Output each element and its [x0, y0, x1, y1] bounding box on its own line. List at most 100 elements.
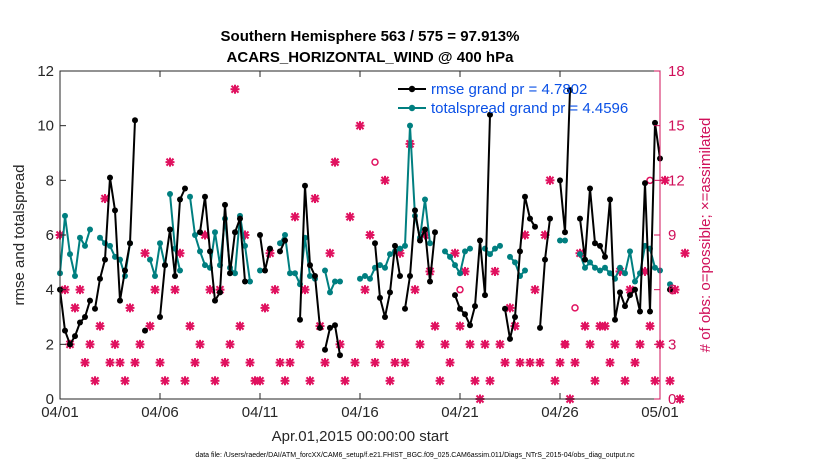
totalspread-point — [592, 264, 598, 271]
obs-assimilated-point — [545, 175, 555, 185]
totalspread-point — [607, 270, 613, 277]
totalspread-point — [422, 196, 428, 203]
obs-assimilated-point — [635, 339, 645, 349]
obs-assimilated-point — [570, 358, 580, 368]
right-y-tick-label: 18 — [668, 63, 685, 80]
y-axis-label: rmse and totalspread — [11, 165, 28, 306]
legend-spread-label: totalspread grand pr = 4.4596 — [431, 100, 628, 117]
obs-assimilated-point — [470, 376, 480, 386]
obs-assimilated-point — [360, 285, 370, 295]
obs-assimilated-point — [660, 175, 670, 185]
obs-assimilated-point — [590, 376, 600, 386]
y-tick-label: 2 — [46, 336, 54, 353]
obs-assimilated-point — [80, 358, 90, 368]
totalspread-point — [152, 273, 158, 279]
rmse-point — [332, 322, 338, 329]
obs-assimilated-point — [390, 358, 400, 368]
obs-assimilated-point — [515, 358, 525, 368]
totalspread-point — [377, 262, 383, 269]
obs-assimilated-point — [95, 321, 105, 331]
totalspread-point — [187, 193, 193, 200]
obs-assimilated-point — [555, 358, 565, 368]
obs-assimilated-point — [430, 321, 440, 331]
totalspread-point — [107, 242, 113, 249]
obs-assimilated-point — [355, 121, 365, 131]
obs-assimilated-point — [375, 339, 385, 349]
rmse-point — [567, 87, 573, 94]
totalspread-point — [462, 248, 468, 255]
obs-assimilated-point — [525, 358, 535, 368]
totalspread-point — [632, 278, 638, 285]
totalspread-point — [652, 264, 658, 271]
obs-assimilated-point — [435, 376, 445, 386]
y-tick-label: 8 — [46, 172, 54, 189]
legend: rmse grand pr = 4.7802 totalspread grand… — [398, 81, 628, 117]
totalspread-point — [667, 281, 673, 288]
totalspread-line — [509, 256, 526, 277]
totalspread-point — [582, 264, 588, 271]
totalspread-point — [247, 278, 253, 285]
obs-assimilated-point — [290, 212, 300, 222]
rmse-point — [67, 341, 73, 348]
rmse-point — [62, 327, 68, 334]
rmse-point — [667, 286, 673, 293]
y-tick-label: 0 — [46, 391, 54, 408]
obs-assimilated-point — [130, 358, 140, 368]
rmse-point — [527, 215, 533, 222]
totalspread-point — [282, 232, 288, 238]
x-tick-label: 04/16 — [341, 404, 379, 421]
rmse-point — [632, 286, 638, 293]
obs-assimilated-point — [585, 339, 595, 349]
rmse-point — [237, 215, 243, 222]
rmse-point — [122, 267, 128, 274]
rmse-point — [72, 333, 78, 340]
obs-assimilated-point — [485, 376, 495, 386]
totalspread-point — [367, 275, 373, 282]
rmse-point — [477, 237, 483, 244]
rmse-point — [142, 327, 148, 334]
obs-assimilated-point — [490, 266, 500, 276]
rmse-point — [522, 193, 528, 200]
obs-assimilated-point — [220, 358, 230, 368]
rmse-point — [517, 248, 523, 255]
obs-assimilated-point — [280, 376, 290, 386]
totalspread-point — [192, 232, 198, 238]
rmse-point — [512, 314, 518, 320]
rmse-point — [507, 335, 513, 342]
totalspread-point — [557, 237, 563, 244]
totalspread-point — [622, 270, 628, 277]
totalspread-point — [77, 234, 83, 241]
x-axis-ticks: 04/01 04/06 04/11 04/16 04/21 04/26 05/01 — [41, 71, 679, 421]
rmse-point — [307, 262, 313, 269]
rmse-point — [617, 289, 623, 296]
y-tick-label: 12 — [37, 63, 54, 80]
rmse-point — [267, 245, 273, 252]
totalspread-point — [627, 248, 633, 255]
obs-assimilated-point — [195, 339, 205, 349]
rmse-point — [382, 314, 388, 320]
obs-assimilated-point — [365, 230, 375, 240]
obs-assimilated-point — [445, 358, 455, 368]
rmse-point — [157, 314, 163, 320]
obs-assimilated-point — [135, 339, 145, 349]
obs-assimilated-point — [245, 358, 255, 368]
rmse-point — [172, 273, 178, 279]
obs-assimilated-point — [680, 248, 690, 258]
rmse-point — [542, 256, 548, 263]
rmse-point — [337, 352, 343, 359]
rmse-point — [537, 324, 543, 331]
x-tick-label: 04/11 — [242, 404, 278, 421]
rmse-point — [412, 207, 418, 214]
rmse-point — [397, 273, 403, 279]
rmse-point — [652, 119, 658, 126]
rmse-point — [167, 226, 173, 233]
rmse-point — [557, 177, 563, 184]
obs-assimilated-point — [440, 339, 450, 349]
rmse-point — [587, 185, 593, 192]
rmse-point — [282, 237, 288, 244]
obs-assimilated-point — [675, 394, 685, 404]
totalspread-point — [617, 264, 623, 271]
totalspread-point — [232, 270, 238, 277]
